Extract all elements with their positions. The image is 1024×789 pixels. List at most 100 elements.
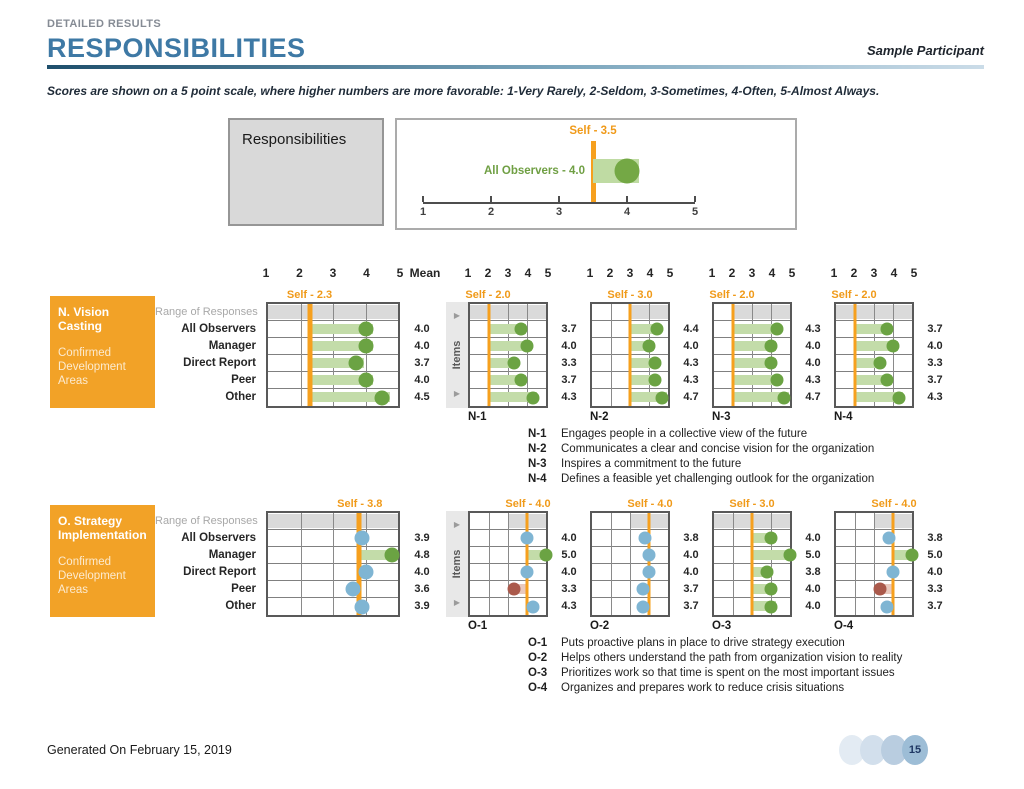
scale-tick: 4 [768,266,776,280]
mean-empty [400,513,444,530]
score-dot [880,600,894,613]
score-dot [526,391,540,404]
self-score-label: Self - 3.0 [729,498,775,510]
item-chart-block: Self - 3.0 N-2 4.4 4.0 4.3 4.3 4.7 [590,288,712,423]
self-score-row: Self - 3.0 [712,497,792,511]
score-bar [733,324,782,334]
score-dot [642,565,656,579]
mean-value: 4.0 [414,374,430,386]
mean-column: 4.0 4.0 3.7 4.0 4.5 [400,302,444,423]
gridline [771,304,772,406]
item-code: N-1 [468,411,487,423]
mean-value: 4.0 [683,549,699,561]
mean-value: 3.7 [561,374,577,386]
score-dot [892,391,906,404]
mean-column: 4.4 4.0 4.3 4.3 4.7 [670,302,712,423]
mean-value: 5.0 [927,549,943,561]
mean-value: 4.0 [414,566,430,578]
scale-tick: 1 [830,266,838,280]
mean-empty [914,304,956,321]
item-code: N-4 [834,411,853,423]
item-code: N-1 [528,428,547,440]
item-code: N-3 [528,458,547,470]
mean-column: 3.8 4.0 4.0 3.7 3.7 [670,511,712,632]
mean-empty [548,513,590,530]
score-bar [752,601,776,611]
mean-empty [670,513,712,530]
scale-tick: 5 [396,266,404,280]
score-bar [489,358,519,368]
gridline [893,304,894,406]
item-description-text: Communicates a clear and concise vision … [561,443,875,455]
item-code: O-3 [528,667,548,679]
score-dot [642,339,656,353]
chart-grid [590,511,670,617]
item-description-row: N-1 Engages people in a collective view o… [528,427,1024,442]
title-row: RESPONSIBILITIES Sample Participant [47,33,984,63]
self-score-row: Self - 2.0 [465,288,548,302]
mean-value: 3.3 [927,583,943,595]
mean-value: 4.0 [805,600,821,612]
score-dot [873,582,887,596]
scale-tick: 3 [504,266,512,280]
score-bar [855,341,898,351]
score-bar [855,375,892,385]
item-chart-column: Self - 4.0 O-2 [590,497,673,632]
score-bar [855,358,885,368]
scale-tick: 2 [484,266,492,280]
score-bar [310,324,374,334]
score-dot [348,355,364,371]
score-bar [489,375,526,385]
item-description-text: Puts proactive plans in place to drive s… [561,637,845,649]
score-dot [764,356,778,370]
item-descriptions: N-1 Engages people in a collective view o… [528,427,1024,487]
mean-value: 4.7 [683,391,699,403]
mean-value: 4.5 [414,391,430,403]
score-bar [527,550,546,560]
scale-tick: 1 [708,266,716,280]
range-row-label: Range of Responses [155,515,258,527]
mean-value: 3.7 [927,374,943,386]
score-dot [764,600,778,613]
mean-value: 3.7 [683,600,699,612]
item-chart-grid: Self - 3.0 [590,288,670,408]
sections-container: N. Vision Casting Confirmed Development A… [0,288,1024,696]
scale-tick: 5 [910,266,918,280]
score-dot [886,339,900,353]
section-title: N. Vision Casting [58,305,110,333]
scale-tick: 3 [870,266,878,280]
mean-value: 4.0 [805,357,821,369]
mean-value: 4.0 [805,583,821,595]
score-bar [630,341,654,351]
mean-value: 4.0 [414,323,430,335]
score-row [592,389,669,406]
chart-grid [712,511,797,617]
item-chart-column: Self - 2.0 N-1 [465,288,548,423]
self-line [647,513,651,615]
mean-value: 3.8 [683,532,699,544]
axis-tick [422,196,424,202]
scale-tick: 4 [890,266,898,280]
mean-value: 3.7 [561,323,577,335]
scale-note: Scores are shown on a 5 point scale, whe… [47,84,880,98]
score-bar [310,392,390,402]
score-dot [648,373,662,387]
score-bar [733,375,782,385]
score-dot [520,531,534,545]
item-code: N-2 [528,443,547,455]
section-eyebrow: DETAILED RESULTS [47,18,162,30]
self-score-row: Self - 2.3 [266,288,400,302]
rater-label: All Observers [181,323,256,335]
item-chart-column: Self - 2.0 N-3 [709,288,792,423]
score-row [714,598,790,615]
scale-tick: 3 [329,266,337,280]
score-dot [520,339,534,353]
main-scale-ticks: 1 2 3 4 5 [263,266,404,282]
chart-grid [590,302,670,408]
mean-value: 3.7 [927,323,943,335]
mean-value: 4.3 [927,391,943,403]
item-description-row: O-1 Puts proactive plans in place to driv… [528,636,1024,651]
score-bar [733,392,789,402]
arrow-right-icon: ▶ [453,311,461,320]
